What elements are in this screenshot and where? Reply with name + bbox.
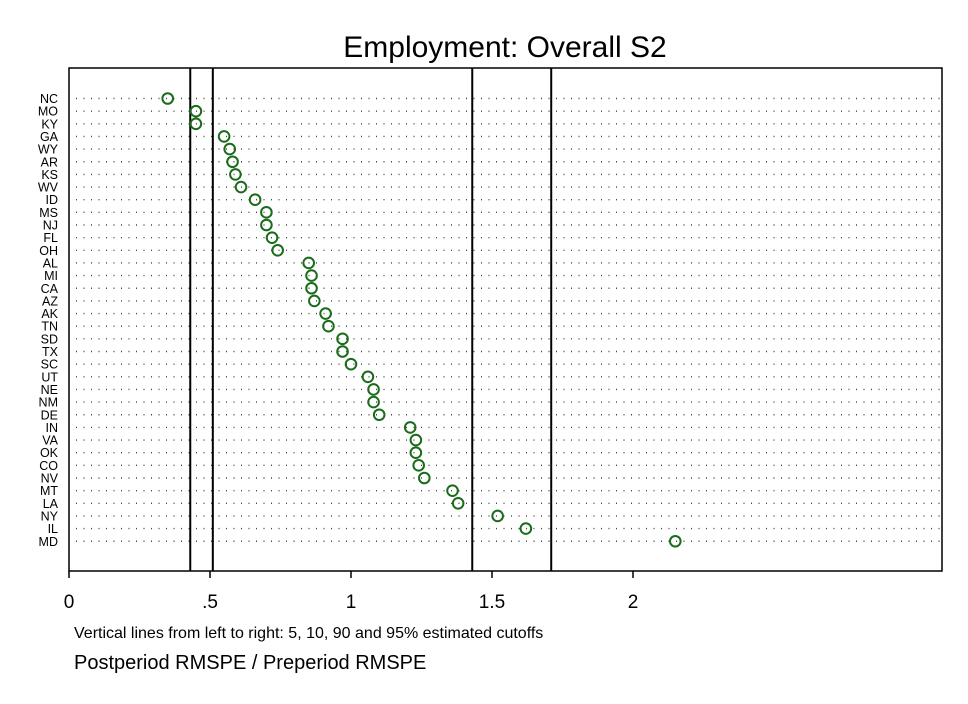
state-label-id: ID (46, 193, 59, 207)
point-il (519, 522, 533, 535)
point-sd (336, 332, 349, 346)
state-label-nv: NV (41, 472, 59, 486)
state-label-mt: MT (40, 484, 58, 498)
point-ms (260, 206, 273, 219)
state-labels: NCMOKYGAWYARKSWVIDMSNJFLOHALMICAAZAKTNSD… (38, 92, 59, 549)
x-axis: 0 .5 1 1.5 2 (64, 571, 639, 613)
state-label-in: IN (46, 421, 59, 435)
state-label-va: VA (42, 434, 58, 448)
state-label-md: MD (39, 535, 58, 549)
state-label-ca: CA (41, 282, 59, 296)
state-label-oh: OH (39, 244, 58, 258)
point-ca (305, 281, 318, 295)
point-nm (367, 395, 380, 409)
point-md (669, 534, 682, 548)
cutoff-lines (189, 68, 553, 571)
state-label-nj: NJ (43, 219, 58, 233)
state-label-tn: TN (41, 320, 58, 334)
state-label-ny: NY (41, 509, 59, 523)
state-label-de: DE (41, 408, 58, 422)
state-label-ar: AR (41, 155, 58, 169)
point-az (308, 294, 321, 308)
state-label-ne: NE (41, 383, 58, 397)
state-label-sc: SC (41, 358, 58, 372)
point-mo (189, 104, 203, 118)
point-mt (446, 484, 459, 497)
data-points (161, 92, 682, 548)
point-ut (361, 370, 375, 384)
point-tx (336, 345, 349, 358)
state-label-ut: UT (41, 370, 58, 384)
state-label-ks: KS (41, 168, 58, 182)
point-ks (229, 168, 242, 181)
state-label-la: LA (43, 497, 59, 511)
point-id (248, 193, 262, 206)
state-label-nm: NM (39, 396, 58, 410)
point-co (412, 459, 425, 472)
state-label-sd: SD (41, 332, 58, 346)
state-label-wy: WY (38, 143, 59, 157)
state-label-wv: WV (38, 181, 59, 195)
state-label-co: CO (39, 459, 58, 473)
point-ak (319, 307, 332, 320)
x-tick-label: 1 (346, 592, 357, 613)
point-tn (322, 319, 335, 333)
point-sc (344, 357, 358, 371)
state-label-il: IL (48, 522, 58, 536)
state-label-ky: KY (41, 117, 58, 131)
state-label-nc: NC (40, 92, 58, 106)
point-oh (271, 244, 284, 257)
cutoff-note: Vertical lines from left to right: 5, 10… (74, 625, 543, 642)
state-label-az: AZ (42, 294, 58, 308)
dotted-gridlines (76, 97, 940, 542)
point-fl (265, 231, 279, 244)
point-ga (217, 130, 231, 143)
point-nv (418, 471, 431, 485)
point-la (451, 497, 465, 510)
point-de (372, 408, 386, 422)
point-wy (223, 142, 237, 156)
state-label-mo: MO (38, 105, 58, 119)
point-va (409, 433, 423, 447)
plot-frame (68, 67, 943, 572)
point-ok (409, 446, 423, 460)
x-axis-label: Postperiod RMSPE / Preperiod RMSPE (74, 652, 426, 674)
point-nj (260, 218, 273, 232)
point-ky (189, 117, 203, 131)
point-al (302, 256, 316, 270)
point-ar (226, 155, 239, 169)
state-label-ak: AK (41, 307, 58, 321)
x-tick-label: 2 (628, 592, 639, 613)
state-label-fl: FL (43, 231, 58, 245)
point-ny (491, 509, 504, 523)
point-nc (161, 92, 174, 105)
state-label-mi: MI (44, 269, 58, 283)
point-mi (305, 269, 318, 282)
state-label-al: AL (43, 256, 58, 270)
x-tick-label: .5 (202, 592, 218, 613)
state-label-ok: OK (40, 446, 59, 460)
x-tick-label: 0 (64, 592, 75, 613)
state-label-ms: MS (39, 206, 58, 220)
x-tick-label: 1.5 (479, 592, 505, 613)
point-wv (234, 180, 248, 194)
chart-title: Employment: Overall S2 (343, 31, 666, 64)
state-label-tx: TX (42, 345, 59, 359)
point-in (403, 421, 417, 434)
point-ne (367, 383, 380, 396)
state-label-ga: GA (40, 130, 59, 144)
